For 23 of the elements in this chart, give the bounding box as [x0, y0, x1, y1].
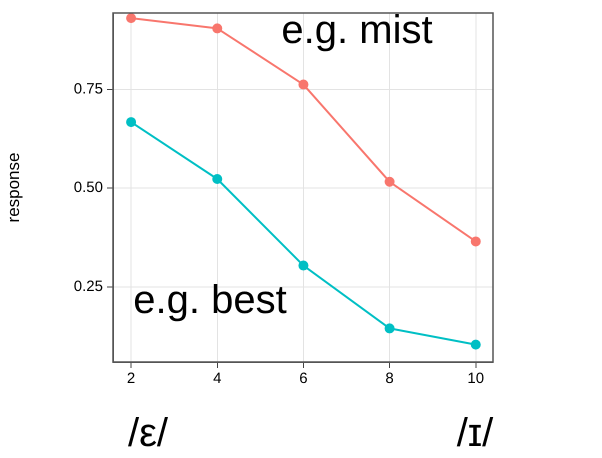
point	[470, 236, 481, 246]
point	[384, 176, 395, 187]
y-tick-label: 0.25	[74, 278, 103, 296]
x-tick-label: 10	[467, 370, 484, 388]
x-tick-label: 4	[213, 370, 222, 388]
annotation: e.g. best	[133, 277, 287, 323]
point	[212, 23, 222, 34]
annotation: e.g. mist	[281, 7, 433, 53]
point	[298, 260, 308, 271]
x-tick-label: 6	[299, 370, 308, 388]
y-axis-title: response	[4, 152, 23, 222]
point	[298, 80, 308, 90]
point	[212, 174, 222, 184]
text: /ɪ/	[456, 410, 494, 456]
x-tick-label: 8	[385, 370, 394, 388]
y-tick-label: 0.75	[74, 80, 103, 98]
y-tick-label: 0.50	[74, 179, 103, 196]
text: /ε/	[128, 410, 168, 456]
point	[470, 340, 481, 350]
x-tick-label: 2	[126, 370, 136, 388]
point	[126, 13, 136, 24]
point	[384, 323, 395, 334]
point	[126, 117, 136, 128]
